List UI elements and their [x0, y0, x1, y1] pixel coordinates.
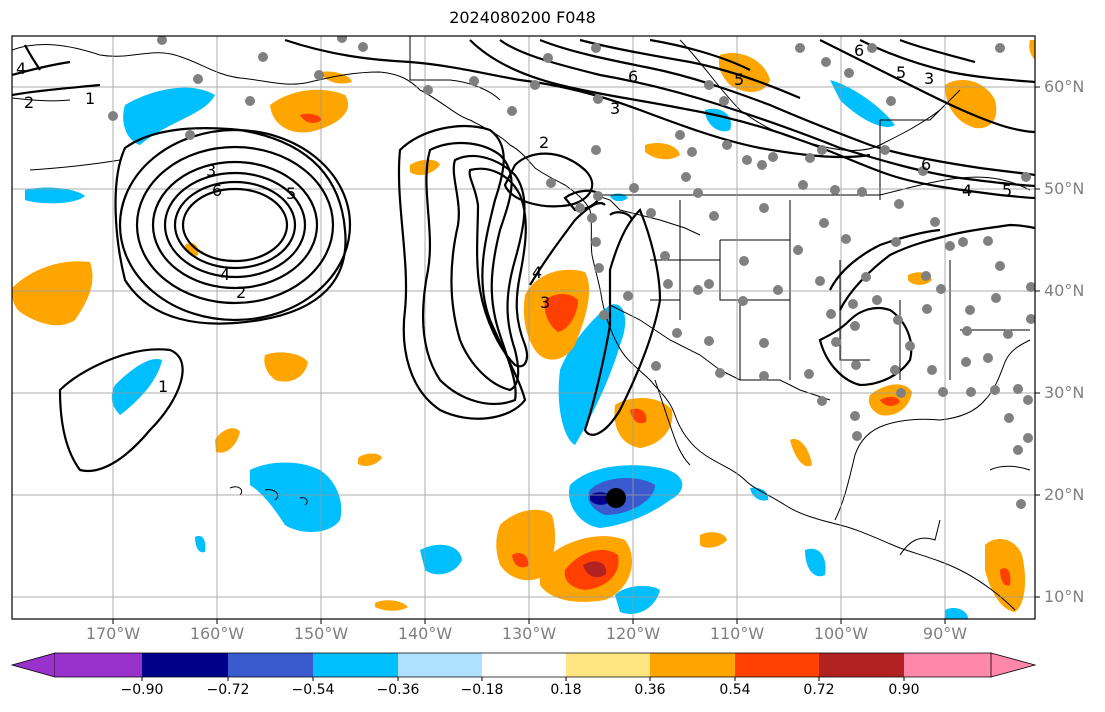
contour-label: 3 [540, 293, 550, 312]
map-frame [11, 35, 1036, 620]
contour-label: 4 [532, 263, 542, 282]
shading-layer [12, 40, 1035, 619]
colorbar-tick-label: 0.54 [719, 682, 751, 698]
contour-label: 6 [921, 155, 931, 174]
lat-label: 20°N [1044, 485, 1085, 504]
map-title: 2024080200 F048 [449, 8, 596, 27]
lon-label: 110°W [709, 624, 765, 643]
contour-label: 4 [16, 59, 26, 78]
colorbar-tick-label: −0.18 [460, 682, 504, 698]
lat-label: 30°N [1044, 383, 1085, 402]
lat-label: 40°N [1044, 281, 1085, 300]
lat-label: 10°N [1044, 587, 1085, 606]
colorbar-tick-label: −0.36 [376, 682, 420, 698]
colorbar-tick-label: 0.72 [803, 682, 835, 698]
colorbar-tick-label: −0.72 [206, 682, 250, 698]
contour-label: 6 [212, 181, 222, 200]
contour-labels: 1 1 2 2 2 3 3 3 3 4 4 4 4 5 5 5 5 6 6 6 … [16, 41, 1012, 396]
contour-layer [12, 38, 1035, 473]
contour-label: 5 [1002, 181, 1012, 200]
lat-label: 50°N [1044, 179, 1085, 198]
colorbar-tick-label: −0.90 [120, 682, 164, 698]
contour-label: 3 [206, 161, 216, 180]
storm-marker [606, 488, 626, 508]
colorbar-tick-label: −0.54 [291, 682, 335, 698]
lon-label: 150°W [293, 624, 349, 643]
contour-label: 4 [962, 181, 972, 200]
contour-label: 2 [236, 283, 246, 302]
lon-label: 120°W [605, 624, 661, 643]
contour-label: 3 [924, 69, 934, 88]
contour-label: 1 [158, 377, 168, 396]
station-dots [108, 36, 1035, 509]
lat-label: 60°N [1044, 77, 1085, 96]
contour-label: 6 [854, 41, 864, 60]
lon-label: 170°W [85, 624, 141, 643]
contour-label: 4 [220, 265, 230, 284]
colorbar [10, 652, 1037, 681]
lon-label: 160°W [189, 624, 245, 643]
colorbar-tick-label: 0.18 [550, 682, 582, 698]
contour-label: 1 [85, 89, 95, 108]
contour-label: 2 [539, 133, 549, 152]
contour-label: 2 [24, 93, 34, 112]
lon-label: 140°W [397, 624, 453, 643]
contour-label: 5 [286, 184, 296, 203]
contour-label: 5 [896, 63, 906, 82]
contour-label: 6 [628, 67, 638, 86]
lon-label: 130°W [501, 624, 557, 643]
lon-label: 100°W [813, 624, 869, 643]
lon-label: 90°W [922, 624, 968, 643]
colorbar-tick-label: 0.90 [888, 682, 920, 698]
colorbar-tick-label: 0.36 [634, 682, 666, 698]
contour-label: 3 [610, 99, 620, 118]
contour-label: 5 [734, 70, 744, 89]
